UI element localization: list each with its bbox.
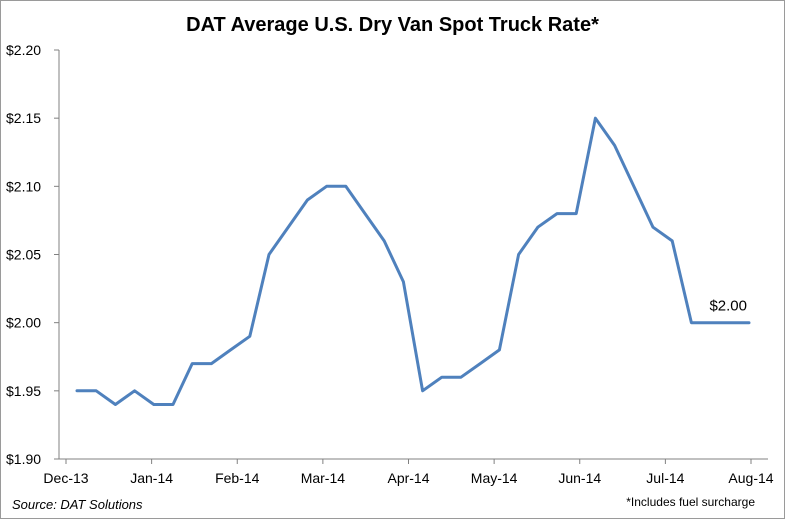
y-tick-label: $2.00: [6, 315, 41, 331]
y-tick-label: $1.95: [6, 383, 41, 399]
series-group: [75, 116, 751, 406]
y-tick-label: $1.90: [6, 451, 41, 467]
y-tick-label: $2.05: [6, 247, 41, 263]
x-axis-ticks: Dec-13 Jan-14 Feb-14 Mar-14 Apr-14 May-14 Jun-…: [43, 459, 774, 486]
x-tick-label: Mar-14: [301, 470, 346, 486]
x-tick-label: May-14: [471, 470, 518, 486]
x-tick-label: Aug-14: [728, 470, 773, 486]
axes: [58, 50, 768, 460]
y-tick-label: $2.20: [6, 42, 41, 58]
footnote: *Includes fuel surcharge: [626, 495, 755, 509]
x-tick-label: Dec-13: [43, 470, 88, 486]
x-tick-label: Jan-14: [130, 470, 173, 486]
x-tick-label: Apr-14: [387, 470, 429, 486]
x-tick-label: Feb-14: [215, 470, 260, 486]
x-tick-label: Jun-14: [558, 470, 601, 486]
y-axis-ticks: $1.90 $1.95 $2.00 $2.05 $2.10 $2.15 $2.20: [6, 42, 59, 467]
data-label: $2.00: [709, 298, 747, 315]
series-line: [75, 116, 751, 406]
x-tick-label: Jul-14: [646, 470, 684, 486]
y-tick-label: $2.15: [6, 110, 41, 126]
annotations: $2.00: [709, 298, 747, 315]
source-note: Source: DAT Solutions: [12, 497, 143, 512]
chart-title: DAT Average U.S. Dry Van Spot Truck Rate…: [186, 14, 599, 36]
y-tick-label: $2.10: [6, 178, 41, 194]
